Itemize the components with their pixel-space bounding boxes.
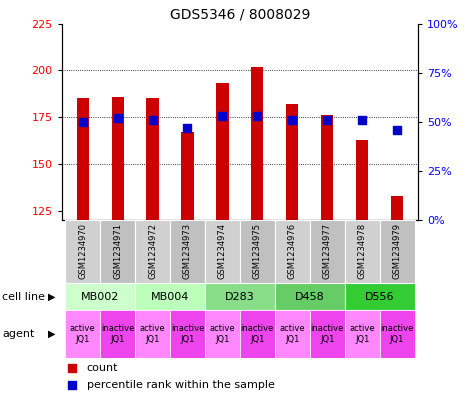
Bar — [170, 310, 205, 358]
Text: active
JQ1: active JQ1 — [349, 324, 375, 344]
Text: count: count — [86, 362, 118, 373]
Bar — [205, 220, 240, 283]
Bar — [251, 67, 264, 220]
Bar — [181, 132, 194, 220]
Point — [393, 127, 401, 133]
Text: ▶: ▶ — [48, 292, 55, 302]
Bar — [100, 220, 135, 283]
Text: agent: agent — [2, 329, 35, 339]
Text: active
JQ1: active JQ1 — [70, 324, 95, 344]
Bar — [275, 310, 310, 358]
Text: D283: D283 — [225, 292, 255, 302]
Bar — [345, 220, 380, 283]
Bar — [76, 98, 89, 220]
Bar — [112, 97, 124, 220]
Bar — [65, 220, 100, 283]
Point — [333, 141, 341, 147]
Bar — [135, 220, 170, 283]
Bar — [135, 283, 205, 310]
Bar — [310, 310, 345, 358]
Bar — [380, 310, 415, 358]
Bar — [310, 220, 345, 283]
Point — [358, 117, 366, 123]
Text: GSM1234970: GSM1234970 — [78, 223, 87, 279]
Bar — [356, 140, 368, 220]
Bar — [146, 98, 159, 220]
Text: D458: D458 — [295, 292, 324, 302]
Text: MB002: MB002 — [81, 292, 119, 302]
Text: GSM1234977: GSM1234977 — [323, 223, 332, 279]
Bar — [321, 115, 333, 220]
Point — [333, 301, 341, 308]
Text: inactive
JQ1: inactive JQ1 — [380, 324, 414, 344]
Point — [323, 117, 331, 123]
Bar — [135, 310, 170, 358]
Text: ▶: ▶ — [48, 329, 55, 339]
Text: active
JQ1: active JQ1 — [279, 324, 305, 344]
Point — [79, 119, 86, 125]
Bar — [100, 310, 135, 358]
Text: GSM1234974: GSM1234974 — [218, 223, 227, 279]
Text: percentile rank within the sample: percentile rank within the sample — [86, 380, 275, 390]
Bar — [286, 104, 298, 220]
Text: GSM1234979: GSM1234979 — [392, 223, 401, 279]
Text: GSM1234978: GSM1234978 — [358, 223, 367, 279]
Text: GSM1234973: GSM1234973 — [183, 223, 192, 279]
Bar — [391, 196, 403, 220]
Text: D556: D556 — [365, 292, 394, 302]
Text: cell line: cell line — [2, 292, 46, 302]
Text: GSM1234976: GSM1234976 — [288, 223, 297, 279]
Text: active
JQ1: active JQ1 — [140, 324, 165, 344]
Bar — [240, 220, 275, 283]
Text: MB004: MB004 — [151, 292, 189, 302]
Bar — [345, 283, 415, 310]
Bar — [205, 283, 275, 310]
Point — [288, 117, 296, 123]
Text: GSM1234972: GSM1234972 — [148, 223, 157, 279]
Bar — [65, 283, 135, 310]
Point — [149, 117, 156, 123]
Text: GSM1234975: GSM1234975 — [253, 223, 262, 279]
Bar — [205, 310, 240, 358]
Bar — [275, 220, 310, 283]
Text: inactive
JQ1: inactive JQ1 — [171, 324, 204, 344]
Point — [254, 113, 261, 119]
Bar — [380, 220, 415, 283]
Text: inactive
JQ1: inactive JQ1 — [311, 324, 344, 344]
Text: GSM1234971: GSM1234971 — [113, 223, 122, 279]
Bar — [216, 83, 228, 220]
Text: inactive
JQ1: inactive JQ1 — [241, 324, 274, 344]
Text: inactive
JQ1: inactive JQ1 — [101, 324, 134, 344]
Bar — [65, 310, 100, 358]
Bar — [240, 310, 275, 358]
Bar — [170, 220, 205, 283]
Point — [184, 125, 191, 131]
Bar — [275, 283, 345, 310]
Point — [218, 113, 226, 119]
Text: active
JQ1: active JQ1 — [209, 324, 235, 344]
Point — [114, 115, 122, 121]
Title: GDS5346 / 8008029: GDS5346 / 8008029 — [170, 7, 310, 21]
Bar — [345, 310, 380, 358]
